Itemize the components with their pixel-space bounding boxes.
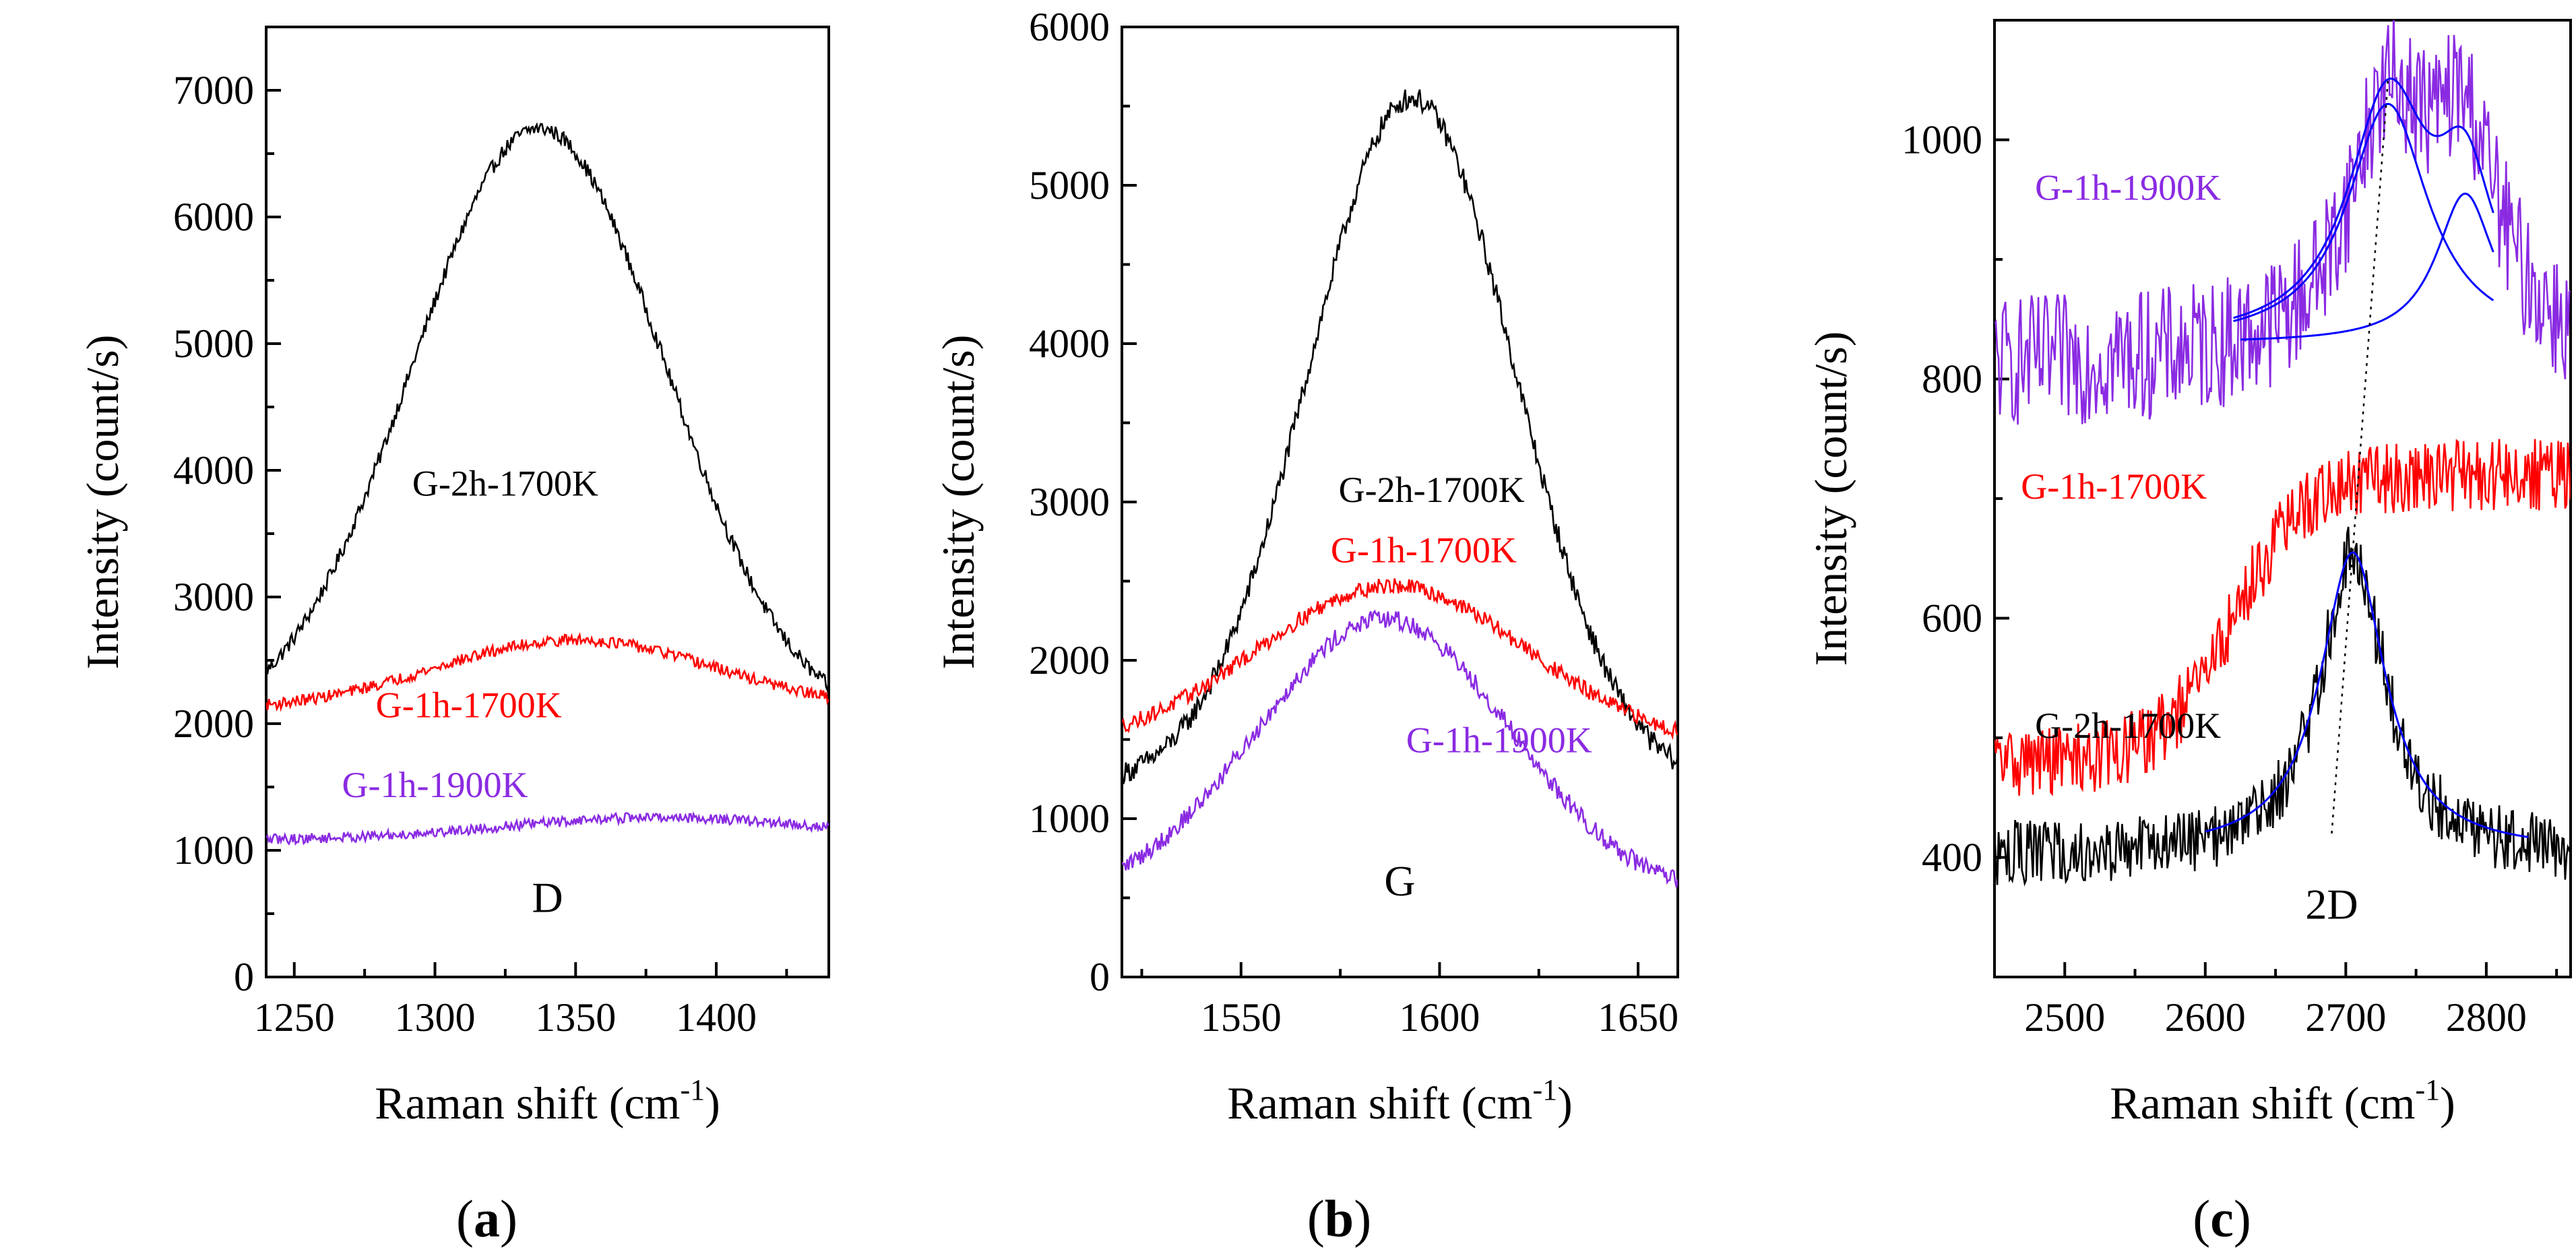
y-axis-label: Intensity (count/s) — [77, 335, 128, 670]
series-label-g-1h-1900k: G-1h-1900K — [1406, 720, 1592, 760]
series-label-g-1h-1700k: G-1h-1700K — [1331, 530, 1517, 570]
fit-curve — [2240, 192, 2494, 341]
series-line-g-1h-1900k — [1994, 20, 2571, 425]
fit-curve — [2233, 77, 2494, 319]
y-tick-label: 7000 — [173, 68, 254, 113]
x-tick-label: 1350 — [535, 995, 616, 1040]
panel-b-g-band: 1550 1600 1650 0 1000 2000 3000 4000 5000 6000 Ram… — [933, 5, 1679, 1248]
band-label: D — [532, 873, 563, 921]
fit-curve — [2233, 102, 2494, 323]
y-tick-label: 5000 — [173, 321, 254, 366]
x-tick-label: 1400 — [676, 995, 757, 1040]
fit-curve — [2205, 551, 2529, 838]
y-axis-label: Intensity (count/s) — [1805, 332, 1856, 666]
series-label-g-1h-1900k: G-1h-1900K — [2035, 167, 2221, 208]
y-tick-label: 800 — [1922, 357, 1982, 402]
x-tick-label: 1250 — [254, 995, 335, 1040]
y-tick-label: 4000 — [173, 448, 254, 493]
y-tick-label: 6000 — [173, 195, 254, 239]
series-line-g-2h-1700k — [1122, 89, 1678, 785]
y-tick-label: 1000 — [1902, 118, 1982, 162]
x-tick-label: 1600 — [1399, 995, 1480, 1040]
series-line-g-1h-1900k — [1122, 609, 1678, 888]
series-line-g-1h-1700k — [1994, 439, 2571, 796]
y-tick-label: 600 — [1922, 596, 1982, 641]
x-tick-label: 1300 — [395, 995, 476, 1040]
y-axis-label: Intensity (count/s) — [933, 335, 984, 670]
x-tick-label: 2600 — [2165, 995, 2246, 1040]
x-tick-label: 2800 — [2446, 995, 2527, 1040]
y-tick-label: 1000 — [1029, 796, 1110, 841]
y-tick-label: 1000 — [173, 828, 254, 873]
series-line-g-1h-1900k — [266, 811, 829, 846]
panel-letter: (c) — [2193, 1189, 2251, 1248]
y-tick-label: 2000 — [1029, 638, 1110, 683]
x-tick-label: 2500 — [2024, 995, 2105, 1040]
y-tick-label: 2000 — [173, 701, 254, 746]
series-line-g-1h-1700k — [266, 632, 829, 712]
x-axis-label: Raman shift (cm-1) — [2110, 1073, 2455, 1129]
x-axis-label: Raman shift (cm-1) — [1227, 1073, 1573, 1129]
y-tick-label: 400 — [1922, 836, 1982, 880]
panel-letter: (b) — [1307, 1189, 1371, 1248]
panel-c-2d-band: 2500 2600 2700 2800 400 600 800 1000 Raman shift… — [1805, 19, 2572, 1248]
plot-frame — [265, 26, 830, 978]
series-label-g-2h-1700k: G-2h-1700K — [412, 464, 598, 504]
series-line-g-2h-1700k — [266, 122, 829, 694]
y-tick-label: 0 — [234, 955, 254, 999]
y-tick-label: 3000 — [173, 575, 254, 619]
series-label-g-2h-1700k: G-2h-1700K — [1339, 470, 1525, 510]
series-line-g-1h-1700k — [1122, 578, 1678, 741]
y-tick-label: 5000 — [1029, 163, 1110, 208]
y-tick-label: 0 — [1090, 955, 1110, 999]
series-label-g-2h-1700k: G-2h-1700K — [2035, 705, 2221, 746]
series-line-g-2h-1700k — [1994, 526, 2571, 887]
y-tick-label: 6000 — [1029, 5, 1110, 49]
x-axis-label: Raman shift (cm-1) — [375, 1073, 720, 1129]
panel-a-d-band: 1250 1300 1350 1400 0 1000 2000 3000 4000 5000 600… — [77, 26, 830, 1248]
band-label: G — [1384, 857, 1415, 905]
x-tick-label: 1550 — [1201, 995, 1282, 1040]
x-tick-label: 1650 — [1598, 995, 1678, 1040]
y-tick-label: 4000 — [1029, 321, 1110, 366]
series-label-g-1h-1700k: G-1h-1700K — [376, 685, 562, 726]
series-label-g-1h-1900k: G-1h-1900K — [342, 765, 528, 805]
y-tick-label: 3000 — [1029, 480, 1110, 524]
series-label-g-1h-1700k: G-1h-1700K — [2021, 466, 2207, 507]
panel-letter: (a) — [456, 1189, 517, 1248]
band-label: 2D — [2305, 881, 2358, 928]
x-tick-label: 2700 — [2305, 995, 2386, 1040]
